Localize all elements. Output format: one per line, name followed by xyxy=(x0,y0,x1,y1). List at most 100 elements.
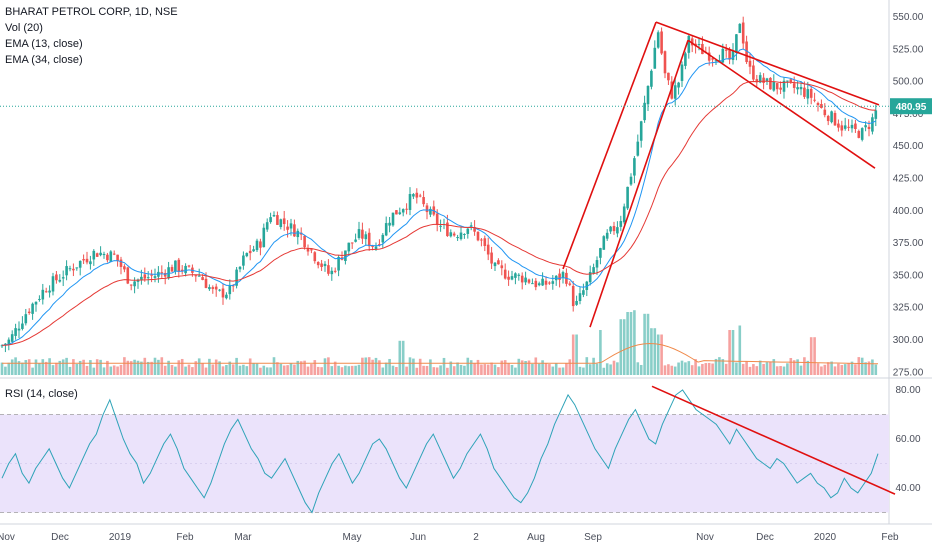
candle-body xyxy=(44,291,48,293)
volume-bar xyxy=(306,366,310,375)
volume-bar xyxy=(830,361,833,375)
indicator-ema-13[interactable]: EMA (13, close) xyxy=(5,38,83,50)
volume-bar xyxy=(395,366,398,375)
volume-bar xyxy=(524,361,527,375)
volume-bar xyxy=(221,366,225,375)
indicator-ema-34[interactable]: EMA (34, close) xyxy=(5,54,83,66)
candle-body xyxy=(575,301,578,305)
volume-bar xyxy=(469,360,473,375)
candle-body xyxy=(235,269,238,286)
volume-bar xyxy=(14,357,17,375)
volume-bar xyxy=(605,363,609,375)
volume-bar xyxy=(194,361,198,375)
candle-body xyxy=(473,227,476,232)
candle-body xyxy=(531,283,534,285)
price-tick-label: 425.00 xyxy=(893,174,924,185)
candle-body xyxy=(75,267,79,269)
volume-bar xyxy=(660,334,663,375)
candle-body xyxy=(129,284,133,286)
volume-bar xyxy=(384,362,388,375)
candle-body xyxy=(452,233,456,236)
volume-bar xyxy=(126,360,130,375)
time-tick-label: Nov xyxy=(696,532,714,543)
candle-body xyxy=(616,227,619,234)
candle-body xyxy=(629,176,633,185)
candle-body xyxy=(449,232,453,237)
volume-bar xyxy=(531,363,534,375)
candle-body xyxy=(830,111,833,123)
volume-bar xyxy=(548,364,551,375)
chart-title: BHARAT PETROL CORP, 1D, NSE xyxy=(5,6,178,18)
candle-body xyxy=(21,323,24,329)
volume-bar xyxy=(61,359,65,375)
volume-bar xyxy=(238,365,242,375)
volume-bar xyxy=(269,367,272,375)
volume-bar xyxy=(775,366,779,375)
candle-body xyxy=(619,221,623,227)
volume-bar xyxy=(622,319,626,375)
volume-bar xyxy=(364,357,368,375)
candle-body xyxy=(847,126,850,128)
candle-body xyxy=(388,222,391,226)
candle-body xyxy=(690,38,694,46)
candle-body xyxy=(796,87,799,90)
volume-bar xyxy=(697,366,701,375)
candle-body xyxy=(174,260,177,272)
volume-bar xyxy=(170,365,174,375)
volume-bar xyxy=(310,364,313,375)
volume-bar xyxy=(316,366,320,375)
volume-bar xyxy=(588,364,592,375)
candle-body xyxy=(367,232,371,247)
volume-bar xyxy=(51,365,55,375)
volume-bar xyxy=(792,360,796,375)
volume-bar xyxy=(85,365,89,375)
candle-body xyxy=(476,231,480,241)
candle-body xyxy=(381,234,385,243)
volume-bar xyxy=(262,365,266,375)
candle-body xyxy=(10,334,14,342)
candle-body xyxy=(595,260,599,268)
candle-body xyxy=(395,210,398,215)
candle-body xyxy=(429,208,432,215)
candle-body xyxy=(412,194,415,197)
candle-body xyxy=(306,248,310,252)
volume-bar xyxy=(299,361,303,375)
volume-bar xyxy=(544,363,548,375)
volume-bar xyxy=(629,312,633,375)
volume-bar xyxy=(738,325,742,375)
candle-body xyxy=(765,78,769,82)
volume-bar xyxy=(41,359,45,375)
volume-bar xyxy=(116,366,119,375)
candle-body xyxy=(871,117,874,132)
candle-body xyxy=(571,285,575,307)
candle-body xyxy=(296,230,300,238)
price-trendline xyxy=(562,21,657,270)
volume-bar xyxy=(820,366,823,375)
indicator-volume[interactable]: Vol (20) xyxy=(5,22,43,34)
candle-body xyxy=(259,241,262,248)
candle-body xyxy=(119,259,123,267)
candle-body xyxy=(225,294,228,299)
candle-body xyxy=(415,192,419,198)
candle-body xyxy=(82,259,85,261)
candle-body xyxy=(735,34,738,53)
candle-body xyxy=(466,228,470,234)
volume-bar xyxy=(769,361,772,375)
candle-body xyxy=(677,82,680,88)
volume-bar xyxy=(850,361,854,375)
volume-bar xyxy=(762,363,765,375)
volume-bar xyxy=(595,363,599,375)
volume-bar xyxy=(670,365,674,375)
candle-body xyxy=(446,222,449,237)
candle-body xyxy=(544,280,548,285)
volume-bar xyxy=(575,334,578,375)
volume-bar xyxy=(459,364,463,375)
candle-body xyxy=(724,49,728,51)
candles xyxy=(0,16,878,353)
candle-body xyxy=(684,53,687,66)
candle-body xyxy=(435,213,439,225)
volume-bar xyxy=(493,364,497,375)
rsi-tick-label: 60.00 xyxy=(895,434,920,445)
rsi-label[interactable]: RSI (14, close) xyxy=(5,388,78,400)
